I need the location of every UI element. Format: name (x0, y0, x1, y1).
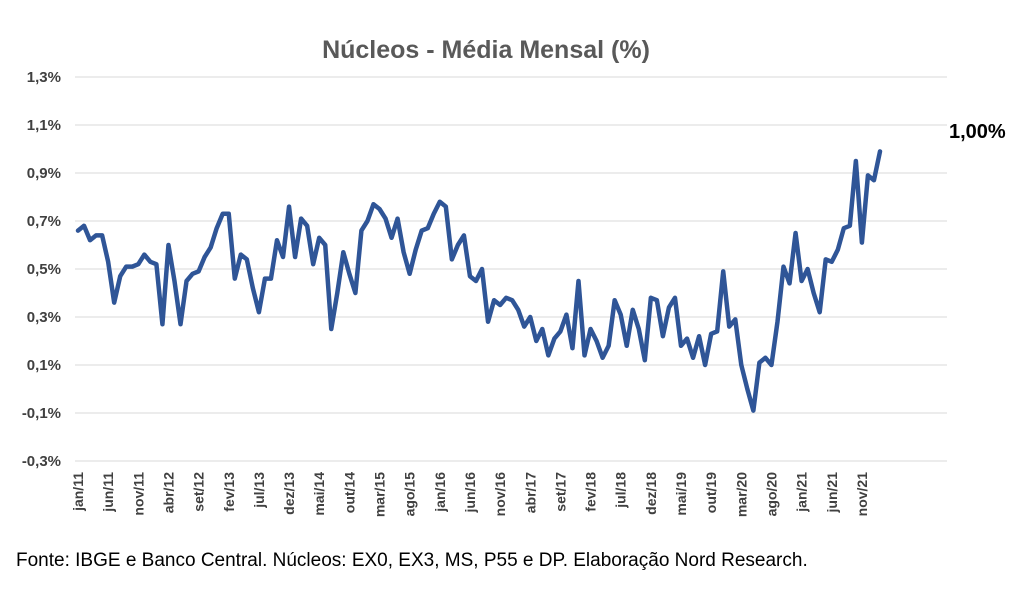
last-value-label: 1,00% (949, 121, 1006, 143)
x-tick-label: mar/20 (733, 472, 749, 517)
x-tick-label: jul/13 (251, 472, 267, 509)
y-tick-label: -0,3% (22, 453, 61, 470)
x-tick-label: jun/21 (824, 472, 840, 514)
y-tick-label: 0,5% (27, 261, 61, 278)
x-tick-label: abr/17 (522, 472, 538, 513)
x-tick-label: dez/13 (281, 472, 297, 515)
x-tick-label: fev/18 (583, 472, 599, 512)
y-tick-label: 0,7% (27, 213, 61, 230)
x-tick-label: nov/11 (130, 472, 146, 516)
x-tick-label: set/17 (552, 472, 568, 512)
x-tick-label: dez/18 (643, 472, 659, 515)
x-tick-label: out/19 (703, 472, 719, 513)
y-tick-label: 1,3% (27, 69, 61, 86)
x-tick-label: set/12 (191, 472, 207, 512)
y-axis-ticks: -0,3% -0,1% 0,1% 0,3% 0,5% 0,7% 0,9% 1,1% 1,3% (22, 69, 61, 470)
x-tick-label: mai/19 (673, 472, 689, 516)
x-tick-label: nov/21 (854, 472, 870, 517)
x-tick-label: jan/21 (794, 472, 810, 513)
x-tick-label: jun/16 (462, 472, 478, 514)
x-tick-label: abr/12 (160, 472, 176, 513)
x-tick-label: jan/16 (432, 472, 448, 513)
x-tick-label: ago/20 (763, 472, 779, 517)
y-tick-label: -0,1% (22, 405, 61, 422)
chart: Núcleos - Média Mensal (%) -0,3% -0,1% 0,1… (22, 36, 1006, 517)
x-tick-label: jul/18 (613, 472, 629, 509)
x-tick-label: jun/11 (100, 472, 116, 513)
y-tick-label: 1,1% (27, 117, 61, 134)
x-tick-label: mar/15 (372, 472, 388, 517)
y-tick-label: 0,1% (27, 357, 61, 374)
y-tick-label: 0,3% (27, 309, 61, 326)
x-tick-label: mai/14 (311, 472, 327, 516)
source-note: Fonte: IBGE e Banco Central. Núcleos: EX… (16, 550, 808, 571)
series-line (75, 149, 883, 413)
x-tick-label: jan/11 (70, 472, 86, 512)
x-tick-label: fev/13 (221, 472, 237, 512)
x-tick-label: ago/15 (402, 472, 418, 517)
gridlines (75, 76, 947, 462)
x-tick-label: nov/16 (492, 472, 508, 517)
x-axis-ticks: jan/11 jun/11 nov/11 abr/12 set/12 fev/13 jul/… (70, 472, 870, 517)
chart-title: Núcleos - Média Mensal (%) (322, 36, 650, 64)
y-tick-label: 0,9% (27, 165, 61, 182)
x-tick-label: out/14 (341, 472, 357, 513)
